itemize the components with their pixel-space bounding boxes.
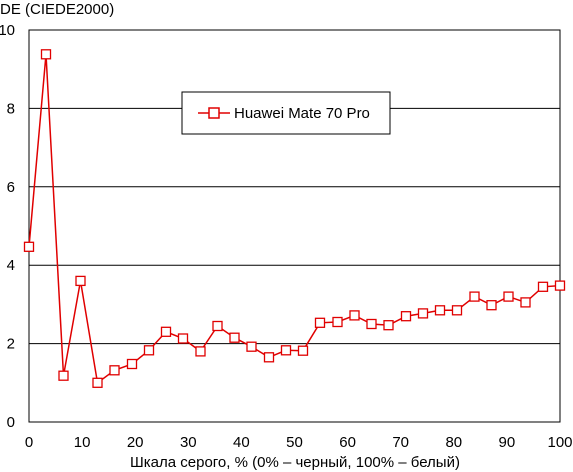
series-layer: [23, 49, 566, 388]
y-tick-label: 6: [7, 179, 15, 196]
data-point: [451, 305, 463, 316]
y-tick-label: 10: [0, 22, 15, 39]
data-point: [417, 308, 429, 319]
data-point: [195, 346, 206, 357]
y-tick-label: 4: [7, 257, 15, 274]
data-point: [503, 291, 514, 302]
data-point: [349, 310, 360, 321]
data-point: [23, 241, 35, 252]
data-point: [520, 297, 531, 308]
y-axis-label: DE (CIEDE2000): [0, 1, 114, 18]
x-tick-label: 0: [25, 434, 33, 451]
x-tick-label: 10: [74, 434, 91, 451]
data-point: [434, 305, 446, 316]
x-tick-label: 20: [127, 434, 144, 451]
y-tick-label: 8: [7, 100, 15, 117]
data-point: [554, 280, 566, 291]
data-point: [537, 281, 549, 292]
data-point: [246, 341, 257, 352]
data-point: [297, 345, 309, 356]
legend-label: Huawei Mate 70 Pro: [234, 105, 370, 122]
y-tick-label: 0: [7, 414, 15, 431]
x-tick-labels: 0 10 20 30 40 50 60 70 80 90 100: [25, 434, 573, 451]
data-point: [400, 311, 412, 322]
plot-frame: [28, 29, 561, 423]
y-tick-labels: 0 2 4 6 8 10: [0, 22, 15, 431]
data-point: [314, 317, 326, 328]
data-point: [469, 291, 480, 302]
data-point: [212, 320, 223, 332]
data-point: [58, 370, 69, 381]
data-point: [280, 345, 292, 356]
legend-marker: [208, 107, 220, 119]
data-point: [383, 320, 394, 331]
x-tick-label: 30: [180, 434, 197, 451]
y-tick-label: 2: [7, 336, 15, 353]
data-point: [332, 316, 343, 328]
x-tick-label: 90: [499, 434, 516, 451]
data-point: [263, 352, 275, 363]
grid-lines: [29, 107, 560, 345]
legend: Huawei Mate 70 Pro: [181, 91, 391, 135]
data-point: [109, 365, 120, 376]
data-point: [92, 377, 103, 388]
data-point: [40, 49, 52, 60]
data-point: [126, 358, 138, 370]
x-tick-label: 80: [445, 434, 462, 451]
data-point: [486, 300, 497, 311]
data-point: [366, 318, 377, 330]
data-point: [75, 275, 86, 287]
data-point: [143, 345, 155, 356]
x-tick-label: 50: [286, 434, 303, 451]
x-tick-label: 70: [392, 434, 409, 451]
x-tick-label: 40: [233, 434, 250, 451]
x-tick-label: 100: [547, 434, 572, 451]
x-axis-label: Шкала серого, % (0% – черный, 100% – бел…: [130, 454, 460, 471]
data-point: [160, 326, 172, 337]
data-point: [177, 333, 189, 344]
data-point: [229, 332, 240, 343]
x-tick-label: 60: [339, 434, 356, 451]
